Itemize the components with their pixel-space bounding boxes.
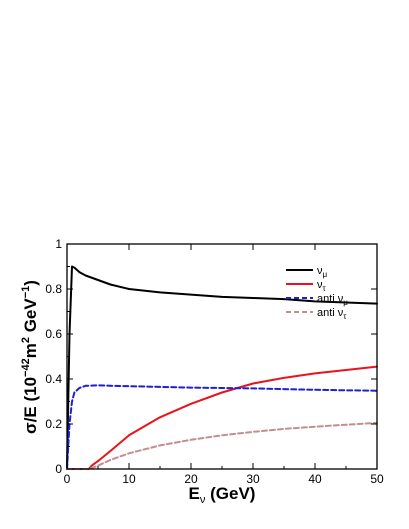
series-line-anti-nu-mu [66, 384, 378, 470]
x-tick-label: 0 [64, 472, 71, 486]
y-axis-title: σ/E (10−42m2 GeV−1) [20, 280, 40, 434]
y-tick-label: 1 [55, 237, 62, 251]
legend-entry-anti-nu-tau: anti ντ [286, 307, 347, 321]
legend: νμ ντ anti νμ anti ντ [286, 265, 348, 321]
y-tick-label: 0.4 [45, 372, 62, 386]
series-line-nu-mu [66, 265, 378, 470]
series-line-nu-tau [66, 365, 378, 470]
x-tick-label: 40 [308, 472, 322, 486]
legend-label-nu-tau: ντ [317, 279, 327, 293]
y-axis-ticks: 0 0.2 0.4 0.6 0.8 1 [45, 237, 377, 476]
y-tick-label: 0.8 [45, 282, 62, 296]
x-tick-label: 10 [122, 472, 136, 486]
y-tick-label: 0 [55, 462, 62, 476]
y-tick-label: 0.2 [45, 417, 62, 431]
series-layer [66, 265, 378, 470]
x-axis-ticks: 0 10 20 30 40 50 [64, 244, 384, 486]
legend-label-anti-nu-mu: anti νμ [317, 293, 348, 307]
legend-label-nu-mu: νμ [317, 265, 328, 279]
legend-entry-nu-tau: ντ [286, 279, 327, 293]
legend-entry-nu-mu: νμ [286, 265, 328, 279]
series-line-anti-nu-tau [66, 421, 378, 470]
y-tick-label: 0.6 [45, 327, 62, 341]
x-tick-label: 30 [246, 472, 260, 486]
x-tick-label: 50 [370, 472, 384, 486]
legend-label-anti-nu-tau: anti ντ [317, 307, 347, 321]
x-tick-label: 20 [184, 472, 198, 486]
x-axis-title: Eν (GeV) [189, 484, 256, 506]
legend-entry-anti-nu-mu: anti νμ [286, 293, 348, 307]
